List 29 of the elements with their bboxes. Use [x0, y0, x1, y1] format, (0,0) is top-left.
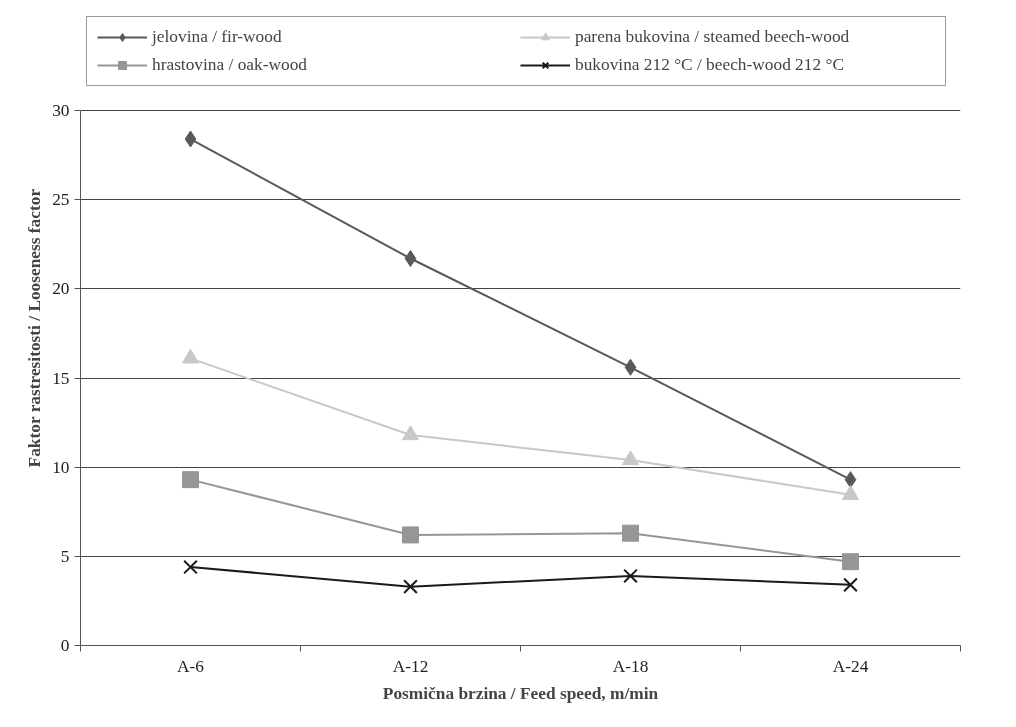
legend-label: bukovina 212 °C / beech-wood 212 °C: [575, 55, 845, 75]
point: [183, 559, 198, 575]
point: [402, 526, 419, 544]
legend-label: jelovina / fir-wood: [152, 27, 283, 47]
y-tick-label: 25: [52, 190, 70, 210]
point: [842, 553, 859, 571]
legend-label: hrastovina / oak-wood: [152, 55, 308, 75]
point: [622, 524, 639, 542]
y-tick-label: 5: [60, 546, 70, 566]
y-axis-title: Faktor rastresitosti / Looseness factor: [25, 188, 45, 468]
x-tick-label: A-18: [612, 656, 649, 676]
point: [623, 568, 638, 584]
x-tick-label: A-12: [392, 656, 429, 676]
point: [844, 471, 857, 489]
y-tick-label: 30: [52, 101, 70, 120]
y-tick-label: 20: [52, 279, 70, 299]
point: [182, 471, 199, 489]
point: [403, 579, 418, 595]
y-tick-label: 10: [52, 457, 70, 477]
x-axis-title: Posmična brzina / Feed speed, m/min: [382, 683, 659, 703]
x-tick-label: A-24: [832, 656, 869, 676]
y-tick-label: 15: [52, 368, 70, 388]
point: [184, 130, 197, 148]
x-tick-label: A-6: [177, 656, 205, 676]
point: [404, 250, 417, 268]
legend-label: parena bukovina / steamed beech-wood: [575, 27, 851, 47]
point: [624, 358, 637, 376]
point: [843, 577, 858, 593]
y-tick-label: 0: [60, 636, 70, 655]
